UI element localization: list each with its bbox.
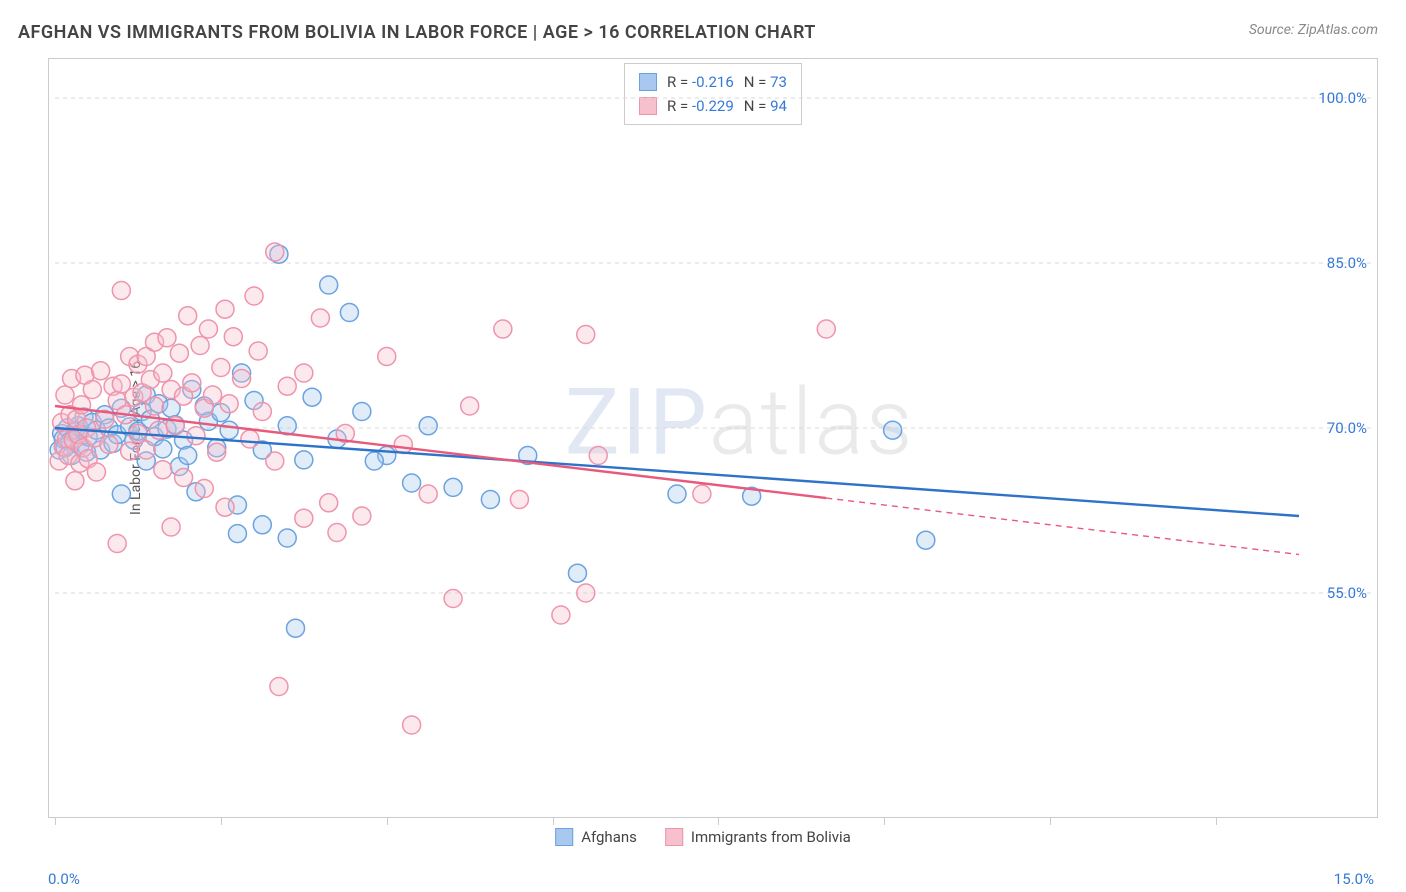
legend-label: Afghans <box>581 828 637 846</box>
legend-swatch-blue <box>555 828 573 846</box>
plot-area: In Labor Force | Age > 16 ZIPatlas R = -… <box>48 58 1378 818</box>
legend-item-afghans: Afghans <box>555 828 637 846</box>
series-legend: Afghans Immigrants from Bolivia <box>555 828 851 846</box>
source-label: Source: ZipAtlas.com <box>1249 22 1378 38</box>
legend-swatch-pink <box>665 828 683 846</box>
x-axis-min: 0.0% <box>48 870 80 888</box>
chart-title: AFGHAN VS IMMIGRANTS FROM BOLIVIA IN LAB… <box>18 22 816 43</box>
legend-item-bolivia: Immigrants from Bolivia <box>665 828 851 846</box>
x-axis-max: 15.0% <box>1334 870 1374 888</box>
scatter-svg <box>49 59 1377 817</box>
chart-container: AFGHAN VS IMMIGRANTS FROM BOLIVIA IN LAB… <box>0 0 1406 892</box>
legend-label: Immigrants from Bolivia <box>691 828 851 846</box>
